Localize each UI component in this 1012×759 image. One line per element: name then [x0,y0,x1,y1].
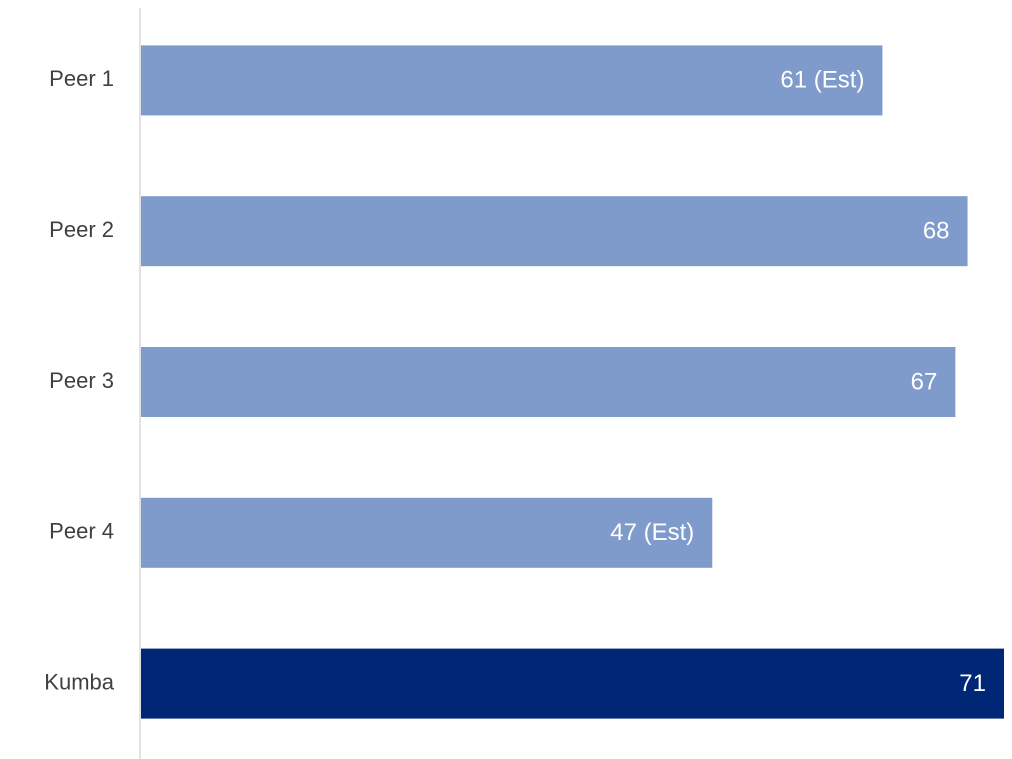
bar [141,648,1004,719]
bar [141,196,968,267]
category-label: Kumba [44,669,114,694]
value-label: 47 (Est) [610,519,694,546]
category-label: Peer 3 [49,368,114,393]
bar [141,497,713,568]
category-label: Peer 4 [49,519,114,544]
value-label: 68 [923,218,950,245]
category-label: Peer 1 [49,66,114,91]
value-label: 61 (Est) [780,67,864,94]
value-label: 67 [911,368,938,395]
value-label: 71 [959,670,986,697]
bar [141,45,883,116]
bar [141,347,956,417]
category-label: Peer 2 [49,217,114,242]
